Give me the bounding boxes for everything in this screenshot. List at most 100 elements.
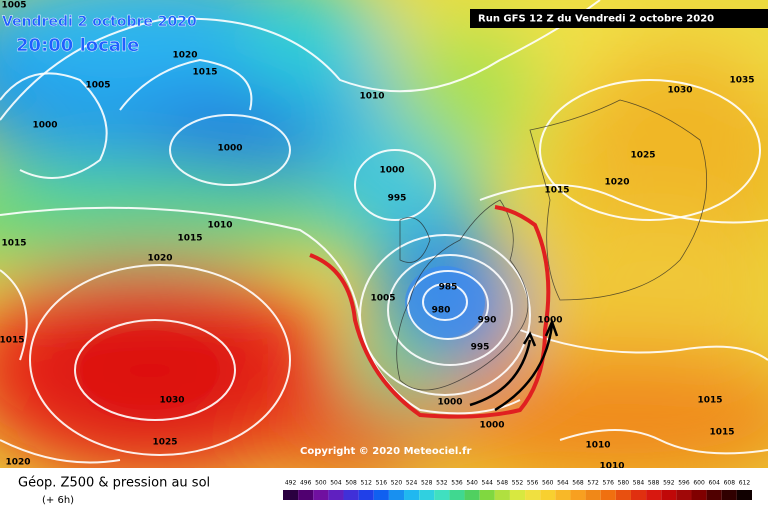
isobar-label: 1015 — [1, 239, 26, 249]
scale-swatch — [630, 490, 647, 500]
scale-label: 600 — [693, 480, 705, 487]
scale-label: 496 — [300, 480, 312, 487]
scale-label: 580 — [618, 480, 630, 487]
scale-swatch — [404, 490, 420, 500]
scale-swatch — [570, 490, 586, 500]
isobar-label: 1000 — [537, 316, 562, 326]
isobar-label: 1020 — [5, 458, 30, 468]
scale-swatch — [419, 490, 435, 500]
isobar-label: 1020 — [147, 254, 172, 264]
color-scale: 492 496 500 504 508 512 516 520 524 528 532 536 540 5… — [283, 480, 752, 500]
isobar-label: 1020 — [604, 178, 629, 188]
scale-swatch — [358, 490, 374, 500]
scale-label: 560 — [542, 480, 554, 487]
scale-swatch — [449, 490, 465, 500]
isobar-label: 1000 — [479, 421, 504, 431]
isobar-label: 985 — [439, 283, 458, 293]
scale-swatch — [585, 490, 601, 500]
scale-swatch — [736, 490, 752, 500]
isobar-label: 1015 — [544, 186, 569, 196]
scale-label: 528 — [421, 480, 433, 487]
isobar-label: 1010 — [599, 462, 624, 472]
scale-label: 612 — [739, 480, 751, 487]
scale-label: 516 — [376, 480, 388, 487]
scale-label: 572 — [587, 480, 599, 487]
scale-label: 608 — [724, 480, 736, 487]
scale-label: 592 — [663, 480, 675, 487]
scale-label: 492 — [285, 480, 297, 487]
scale-swatch — [388, 490, 405, 500]
isobars — [0, 0, 768, 464]
isobar-label: 1030 — [667, 86, 692, 96]
scale-label: 596 — [678, 480, 690, 487]
scale-label: 544 — [482, 480, 494, 487]
isobar-label: 995 — [471, 343, 490, 353]
date-label: Vendredi 2 octobre 2020 — [2, 14, 197, 30]
isobar-label: 1015 — [0, 336, 25, 346]
scale-swatch — [646, 490, 662, 500]
scale-label: 584 — [633, 480, 645, 487]
isobar-label: 1015 — [177, 234, 202, 244]
isobar-label: 1005 — [85, 81, 110, 91]
run-box — [470, 9, 768, 28]
scale-swatch — [298, 490, 314, 500]
isobar-label: 1015 — [709, 428, 734, 438]
scale-label: 500 — [315, 480, 327, 487]
coastlines — [396, 99, 708, 391]
isobar-label: 1020 — [172, 51, 197, 61]
isobar-label: 990 — [478, 316, 497, 326]
isobar-label: 1025 — [152, 438, 177, 448]
scale-swatch — [313, 490, 329, 500]
arrow-heads — [522, 318, 559, 347]
isobar-label: 1000 — [379, 166, 404, 176]
run-label: Run GFS 12 Z du Vendredi 2 octobre 2020 — [478, 14, 714, 25]
isobar-label: 1025 — [630, 151, 655, 161]
scale-label: 588 — [648, 480, 660, 487]
isobar-label: 1010 — [207, 221, 232, 231]
scale-label: 576 — [603, 480, 615, 487]
isobar-label: 1030 — [159, 396, 184, 406]
scale-swatch — [373, 490, 389, 500]
isobar-label: 1010 — [585, 441, 610, 451]
scale-label: 540 — [466, 480, 478, 487]
red-axis — [309, 205, 551, 419]
black-arrow — [494, 324, 554, 412]
scale-swatch — [434, 490, 450, 500]
scale-label: 536 — [451, 480, 463, 487]
time-label: 20:00 locale — [16, 35, 139, 56]
scale-swatch — [540, 490, 556, 500]
scale-swatch — [676, 490, 692, 500]
footer-subtitle: (+ 6h) — [42, 495, 74, 506]
isobar-label: 1000 — [32, 121, 57, 131]
isobar-label: 1005 — [370, 294, 395, 304]
scale-label: 564 — [557, 480, 569, 487]
isobar-label: 1000 — [217, 144, 242, 154]
scale-label: 520 — [391, 480, 403, 487]
scale-swatch — [479, 490, 495, 500]
scale-label: 604 — [708, 480, 720, 487]
scale-swatch — [509, 490, 526, 500]
scale-swatch — [706, 490, 722, 500]
scale-swatch — [721, 490, 737, 500]
footer-title: Géop. Z500 & pression au sol — [18, 476, 210, 491]
isobar-label: 980 — [432, 306, 451, 316]
black-arrow — [469, 339, 532, 407]
isobar-label: 1005 — [1, 1, 26, 11]
scale-swatch — [525, 490, 541, 500]
isobar-label: 1000 — [437, 398, 462, 408]
scale-swatch — [661, 490, 677, 500]
scale-label: 552 — [512, 480, 524, 487]
isobar-label: 1010 — [359, 92, 384, 102]
isobar-label: 995 — [388, 194, 407, 204]
scale-swatch — [494, 490, 510, 500]
scale-label: 568 — [572, 480, 584, 487]
scale-swatch — [283, 490, 299, 500]
isobar-label: 1015 — [192, 68, 217, 78]
scale-label: 532 — [436, 480, 448, 487]
scale-swatch — [328, 490, 344, 500]
scale-swatch — [600, 490, 616, 500]
scale-swatch — [691, 490, 707, 500]
isobar-labels: 1005 1020 1015 1005 1000 1000 1010 1000 … — [0, 1, 755, 472]
scale-label: 508 — [345, 480, 357, 487]
